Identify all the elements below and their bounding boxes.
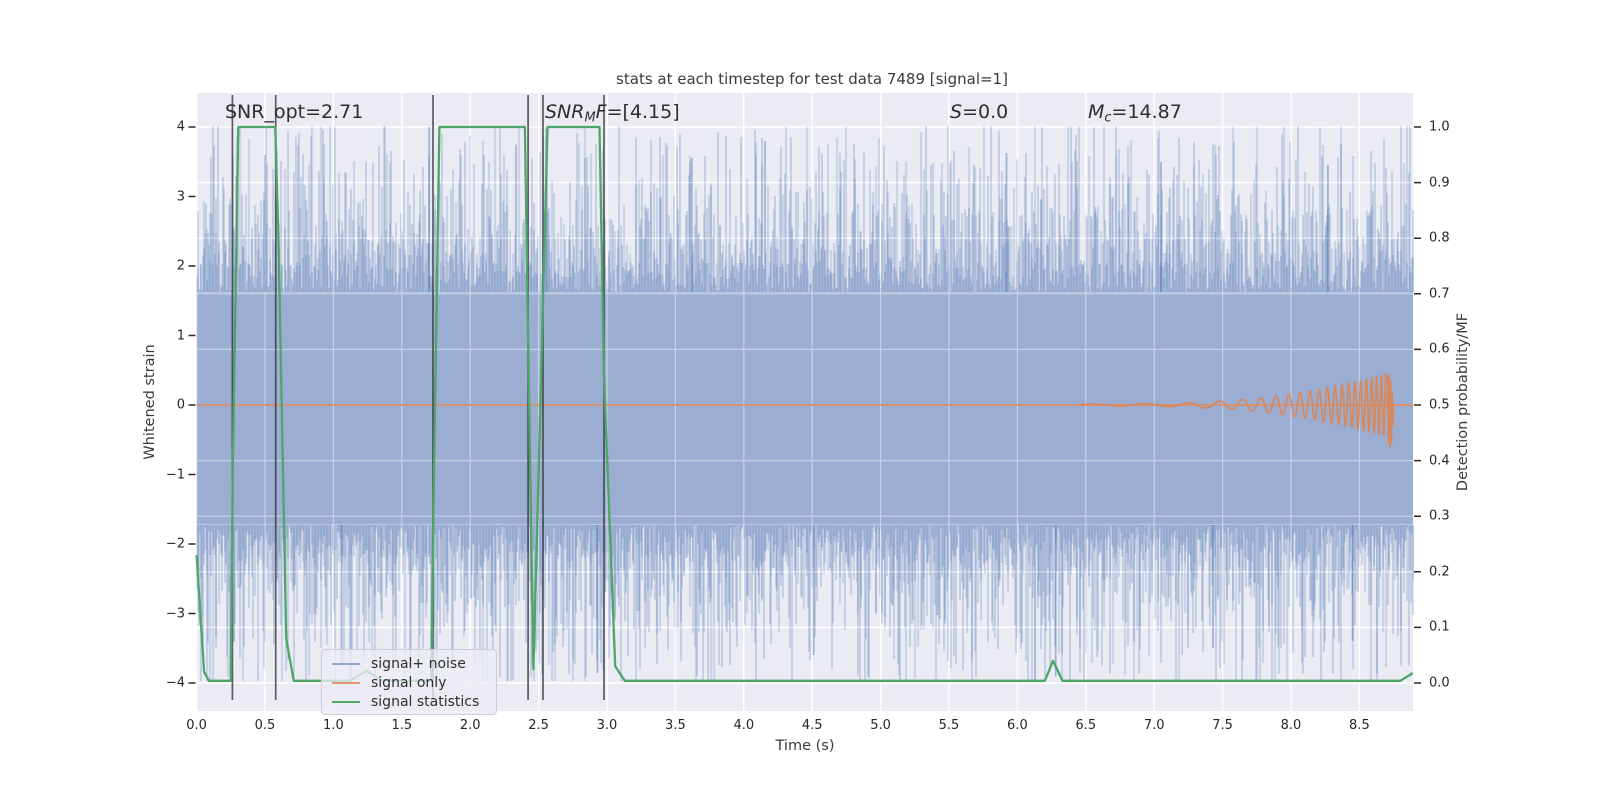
y-tick-label-left: 2 xyxy=(176,258,185,274)
legend-item: signal+ noise xyxy=(332,654,488,673)
legend-item-label: signal statistics xyxy=(371,694,480,711)
x-tick-label: 2.5 xyxy=(528,718,549,733)
annotation-text: SNR_opt=2.71 xyxy=(225,101,364,123)
legend-line-sample xyxy=(332,681,360,684)
x-axis-label: Time (s) xyxy=(775,738,835,754)
y-tick-label-right: 0.9 xyxy=(1429,175,1450,191)
y-tick-label-left: −4 xyxy=(165,675,185,691)
annotation-snr-opt: SNR_opt=2.71 xyxy=(225,101,363,123)
noise-spikes xyxy=(196,126,1414,681)
x-tick-label: 7.5 xyxy=(1212,718,1233,733)
noise-core-band xyxy=(196,292,1414,525)
y-axis-label-left: Whitened strain xyxy=(142,344,158,460)
y-tick-label-left: 3 xyxy=(176,189,185,204)
noise-spikes-soft xyxy=(196,126,1415,681)
y-tick-label-right: 0.3 xyxy=(1429,508,1450,524)
signal-chirp xyxy=(1079,373,1395,449)
legend-item: signal only xyxy=(332,673,488,692)
noise-tall-spikes xyxy=(264,127,1354,676)
x-tick-label: 8.5 xyxy=(1349,718,1370,733)
annotation-snr-mf: SNRMF=[4.15] xyxy=(545,101,680,126)
x-tick-label: 3.5 xyxy=(665,718,686,733)
annotation-s-value: S=0.0 xyxy=(950,101,1008,123)
x-tick-label: 0.0 xyxy=(186,718,207,733)
x-tick-label: 8.0 xyxy=(1280,718,1302,733)
annotation-text: SNR xyxy=(545,101,585,123)
annotation-text: S xyxy=(950,101,963,123)
x-tick-label: 1.5 xyxy=(391,718,413,733)
annotation-text: =0.0 xyxy=(962,101,1009,123)
y-tick-label-right: 0.1 xyxy=(1429,619,1450,635)
legend-item: signal statistics xyxy=(332,693,488,712)
chart-title: stats at each timestep for test data 748… xyxy=(616,70,1008,88)
legend-line-sample xyxy=(332,701,360,704)
y-tick-label-right: 0.2 xyxy=(1429,564,1450,580)
annotation-text: M xyxy=(1088,101,1105,123)
y-axis-label-right: Detection probability/MF xyxy=(1455,312,1471,492)
annotation-text: c xyxy=(1104,110,1112,126)
y-tick-label-right: 0.7 xyxy=(1429,286,1450,302)
legend-item-label: signal only xyxy=(371,674,447,691)
x-tick-label: 0.5 xyxy=(254,718,276,733)
y-tick-label-right: 0.6 xyxy=(1429,341,1450,357)
y-tick-label-right: 0.0 xyxy=(1429,675,1450,691)
annotation-text: M xyxy=(584,110,596,126)
x-tick-label: 6.5 xyxy=(1075,718,1097,733)
y-tick-label-left: −1 xyxy=(165,467,185,482)
x-tick-label: 5.5 xyxy=(938,718,960,733)
y-tick-label-right: 0.8 xyxy=(1429,230,1450,246)
y-tick-label-left: 1 xyxy=(176,328,185,343)
y-tick-label-left: 0 xyxy=(176,397,185,413)
annotation-text: F xyxy=(595,101,607,123)
x-tick-label: 6.0 xyxy=(1007,718,1028,733)
x-tick-label: 3.0 xyxy=(596,718,618,733)
legend-line-sample xyxy=(332,662,360,665)
y-tick-label-left: 4 xyxy=(176,119,185,135)
annotation-text: =14.87 xyxy=(1111,101,1182,123)
y-tick-label-right: 0.4 xyxy=(1429,453,1450,469)
axis-tick-marks xyxy=(188,126,1421,684)
x-tick-label: 4.5 xyxy=(801,718,823,733)
y-tick-label-right: 1.0 xyxy=(1429,119,1450,135)
x-tick-label: 7.0 xyxy=(1143,718,1165,733)
x-tick-label: 2.0 xyxy=(459,718,481,733)
y-tick-label-left: −2 xyxy=(165,536,185,552)
x-tick-label: 1.0 xyxy=(323,718,344,733)
stats-line xyxy=(195,125,1414,682)
annotation-m-chirp: Mc=14.87 xyxy=(1088,101,1182,126)
y-tick-label-left: −3 xyxy=(165,606,185,621)
annotation-text: =[4.15] xyxy=(606,101,680,123)
x-tick-label: 4.0 xyxy=(733,718,755,733)
y-tick-label-right: 0.5 xyxy=(1429,397,1450,413)
legend-item-label: signal+ noise xyxy=(371,655,466,672)
legend: signal+ noise signal only signal statistic… xyxy=(321,649,497,715)
x-tick-label: 5.0 xyxy=(870,718,891,733)
